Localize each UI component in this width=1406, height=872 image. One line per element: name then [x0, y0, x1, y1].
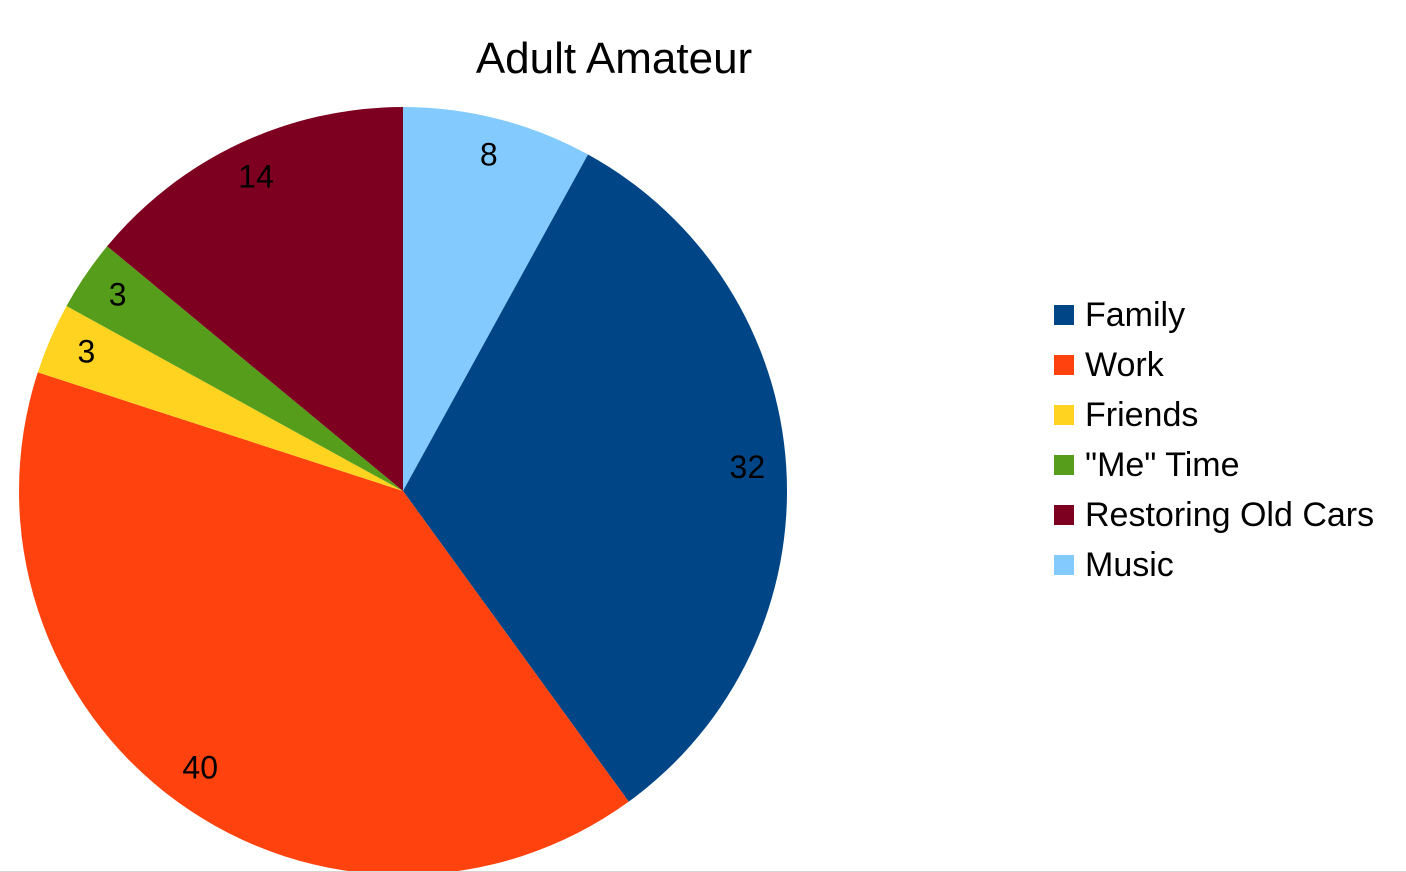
legend-item-friends: Friends	[1054, 390, 1374, 440]
pie-slice-family	[403, 154, 788, 802]
legend-swatch	[1054, 505, 1074, 525]
data-label-work: 40	[182, 750, 218, 786]
legend-label: "Me" Time	[1085, 445, 1240, 484]
legend-item-family: Family	[1054, 290, 1374, 340]
pie-slice-friends	[37, 306, 403, 491]
legend-label: Music	[1085, 545, 1174, 584]
pie-slice-music	[403, 107, 588, 491]
chart-title: Adult Amateur	[475, 34, 753, 83]
legend: Family Work Friends "Me" Time Restoring Old …	[1054, 290, 1374, 590]
legend-label: Work	[1085, 345, 1164, 384]
data-label-me-time: 3	[109, 277, 127, 313]
legend-swatch	[1054, 455, 1074, 475]
legend-item-restoring-old-cars: Restoring Old Cars	[1054, 490, 1374, 540]
legend-label: Friends	[1085, 395, 1199, 434]
pie-slice-restoring-old-cars	[107, 107, 403, 491]
pie-slice-work	[19, 372, 629, 872]
legend-swatch	[1054, 555, 1074, 575]
data-label-restoring-old-cars: 14	[238, 158, 274, 194]
pie-slice-me-time	[66, 246, 404, 491]
legend-item-work: Work	[1054, 340, 1374, 390]
data-label-friends: 3	[77, 333, 95, 369]
legend-swatch	[1054, 305, 1074, 325]
legend-label: Restoring Old Cars	[1085, 495, 1375, 534]
pie-slices	[19, 107, 788, 872]
pie-data-labels: 8 32 40 33 14	[77, 136, 765, 785]
legend-item-me-time: "Me" Time	[1054, 440, 1374, 490]
legend-label: Family	[1085, 295, 1186, 334]
legend-item-music: Music	[1054, 540, 1374, 590]
data-label-family: 32	[730, 449, 766, 485]
legend-swatch	[1054, 355, 1074, 375]
legend-swatch	[1054, 405, 1074, 425]
data-label-music: 8	[480, 136, 498, 172]
